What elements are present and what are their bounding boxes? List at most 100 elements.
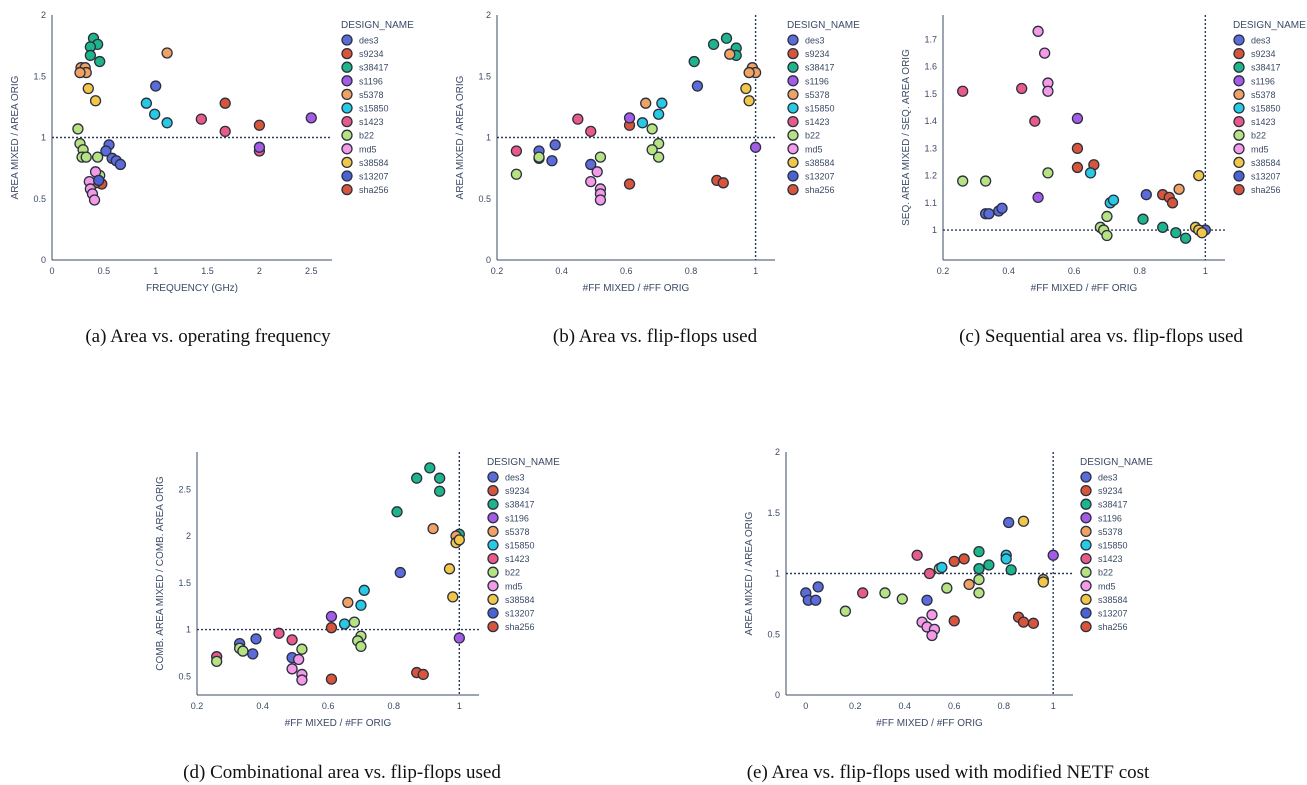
x-tick-label: 0.4: [256, 701, 269, 711]
legend-entry-des3: des3: [1098, 473, 1118, 483]
y-axis-label: SEQ. AREA MIXED / SEQ. AREA ORIG: [901, 49, 912, 226]
legend-marker: [341, 183, 353, 196]
y-axis-label: AREA MIXED / AREA ORIG: [10, 75, 21, 199]
x-tick-label: 0.6: [322, 701, 335, 711]
y-tick-label: 1: [486, 133, 491, 143]
legend-entry-s1423: s1423: [1098, 554, 1123, 564]
chart-e: 0 0.5 1 1.5 2 0 0.2 0.4 0.6 0.8 1 #FF MIXED / #FF O…: [744, 447, 1153, 729]
data-point-des3: [100, 145, 112, 157]
legend-entry-s38417: s38417: [1098, 500, 1128, 510]
data-point-s15850: [149, 108, 161, 120]
data-point-s1196: [325, 610, 338, 623]
caption-b: (b) Area vs. flip-flops used: [552, 326, 758, 347]
y-tick-label: 1.5: [478, 71, 491, 81]
x-tick-label: 0.4: [899, 701, 912, 711]
data-point-md5: [1039, 47, 1051, 59]
legend-marker: [787, 47, 799, 60]
legend-entry-s15850: s15850: [359, 104, 389, 114]
x-tick-label: 0.8: [997, 701, 1010, 711]
data-point-s1196: [1032, 191, 1044, 204]
legend-entry-s5378: s5378: [359, 90, 384, 100]
y-tick-label: 2.5: [178, 484, 191, 494]
y-tick-label: 1.4: [924, 116, 937, 126]
y-tick-label: 0: [41, 255, 46, 265]
legend-marker: [1080, 607, 1092, 619]
data-point-s38417: [84, 49, 97, 62]
y-axis-label: AREA MIXED / AREA ORIG: [455, 75, 466, 199]
x-tick-label: 0: [803, 701, 808, 711]
data-point-s38417: [720, 32, 733, 44]
chart-d: 0.5 1 1.5 2 2.5 0.2 0.4 0.6 0.8 1 #FF MIXED / #FF …: [155, 452, 560, 729]
data-point-s38417: [434, 485, 446, 497]
y-tick-label: 0.5: [178, 671, 191, 681]
legend-entry-b22: b22: [1098, 568, 1113, 578]
data-point-md5: [1032, 25, 1044, 37]
data-point-s5378: [743, 66, 755, 79]
legend-entry-s38417: s38417: [1251, 63, 1281, 73]
data-point-sha256: [325, 622, 338, 634]
x-tick-label: 1: [457, 701, 462, 711]
legend-entry-b22: b22: [1251, 131, 1266, 141]
x-tick-label: 0.8: [685, 266, 698, 276]
legend-entry-sha256: sha256: [805, 185, 835, 195]
data-point-s5378: [427, 522, 439, 535]
data-point-s1196: [453, 632, 465, 644]
x-tick-label: 0.6: [620, 266, 633, 276]
legend-entry-sha256: sha256: [1098, 622, 1128, 632]
data-point-s38417: [973, 545, 985, 558]
legend-entry-b22: b22: [805, 131, 820, 141]
legend-marker: [1080, 525, 1092, 538]
data-point-s38584: [1193, 169, 1205, 182]
data-point-des3: [585, 158, 597, 171]
data-point-b22: [896, 593, 908, 605]
data-point-s38584: [453, 534, 465, 546]
data-point-s38417: [424, 462, 436, 474]
legend-marker: [1080, 484, 1092, 497]
data-point-b22: [646, 123, 658, 135]
data-point-b22: [1042, 167, 1054, 179]
legend-marker: [787, 75, 799, 87]
legend-entry-s15850: s15850: [505, 541, 535, 551]
legend-marker: [1233, 61, 1245, 73]
data-point-sha256: [1166, 197, 1179, 209]
legend-marker: [1233, 143, 1245, 155]
data-point-s38417: [434, 472, 446, 484]
legend-entry-s1196: s1196: [359, 76, 383, 86]
legend-entry-des3: des3: [505, 473, 525, 483]
data-point-sha256: [948, 615, 960, 627]
x-axis-label: #FF MIXED / #FF ORIG: [583, 283, 690, 294]
data-point-s38417: [1157, 221, 1169, 233]
legend-entry-s9234: s9234: [1098, 486, 1123, 496]
data-point-b22: [973, 573, 985, 586]
legend-marker: [1080, 539, 1092, 551]
data-point-s38584: [443, 563, 456, 575]
x-tick-label: 0.2: [849, 701, 862, 711]
legend-marker: [1233, 129, 1245, 141]
legend-title: DESIGN_NAME: [341, 20, 414, 31]
legend-marker: [787, 183, 799, 196]
data-point-b22: [941, 582, 953, 594]
data-point-b22: [348, 616, 361, 628]
y-tick-label: 1.5: [33, 71, 46, 81]
legend-entry-s1196: s1196: [1251, 76, 1275, 86]
legend-marker: [341, 115, 353, 128]
x-tick-label: 2.5: [305, 266, 318, 276]
legend-entry-b22: b22: [359, 131, 374, 141]
legend-entry-md5: md5: [1098, 581, 1116, 591]
data-point-s1196: [623, 112, 636, 124]
legend-entry-s9234: s9234: [1251, 49, 1276, 59]
y-tick-label: 1: [775, 569, 780, 579]
legend-marker: [1233, 156, 1245, 169]
data-point-s15850: [161, 117, 173, 129]
legend-marker: [1233, 102, 1245, 114]
legend-marker: [787, 143, 799, 155]
data-point-b22: [72, 123, 84, 135]
y-tick-label: 0.5: [33, 194, 46, 204]
y-tick-label: 1.3: [924, 143, 937, 153]
legend-marker: [1233, 183, 1245, 196]
data-point-b22: [839, 605, 852, 617]
legend-marker: [341, 102, 353, 114]
legend-entry-s1423: s1423: [505, 554, 530, 564]
data-point-s1423: [857, 587, 869, 599]
